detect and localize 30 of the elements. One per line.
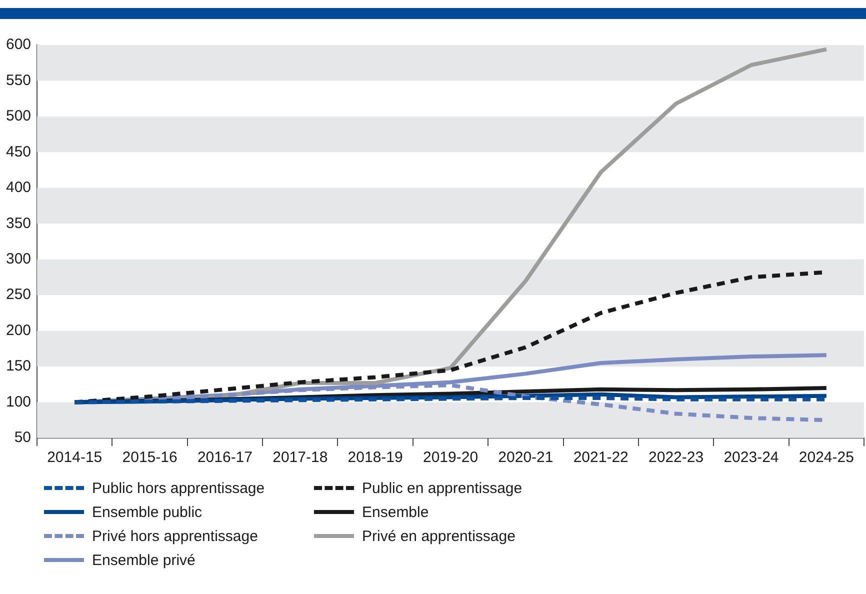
x-tick-label: 2020-21 [498, 449, 554, 466]
legend-label: Public en apprentissage [362, 480, 522, 496]
y-tick-label: 200 [6, 322, 32, 339]
y-tick-label: 600 [6, 36, 32, 54]
x-tick-label: 2017-18 [272, 449, 328, 466]
y-tick-label: 350 [6, 214, 32, 232]
y-tick-label: 400 [6, 179, 32, 196]
x-tick-label: 2016-17 [197, 449, 253, 466]
legend-label: Ensemble privé [92, 552, 196, 568]
legend-label: Ensemble public [92, 504, 202, 520]
y-tick-label: 250 [6, 286, 32, 304]
x-tick-label: 2024-25 [798, 449, 854, 466]
y-tick-label: 300 [6, 250, 32, 268]
x-tick-label: 2015-16 [122, 449, 178, 466]
y-tick-label: 500 [6, 108, 32, 125]
y-tick-label: 50 [14, 429, 32, 446]
legend-label: Public hors apprentissage [92, 480, 265, 496]
x-tick-label: 2018-19 [348, 449, 403, 466]
x-tick-label: 2014-15 [47, 449, 102, 466]
legend-label: Privé hors apprentissage [92, 528, 258, 544]
legend-label: Ensemble [362, 504, 429, 520]
y-tick-label: 150 [6, 358, 32, 375]
x-tick-label: 2019-20 [422, 449, 478, 466]
x-tick-label: 2022-23 [648, 449, 704, 466]
x-tick-label: 2021-22 [573, 449, 628, 466]
y-tick-label: 100 [6, 393, 32, 410]
x-tick-label: 2023-24 [724, 449, 779, 466]
y-tick-label: 450 [6, 143, 32, 160]
y-tick-label: 550 [6, 72, 32, 89]
legend-label: Privé en apprentissage [362, 528, 516, 544]
